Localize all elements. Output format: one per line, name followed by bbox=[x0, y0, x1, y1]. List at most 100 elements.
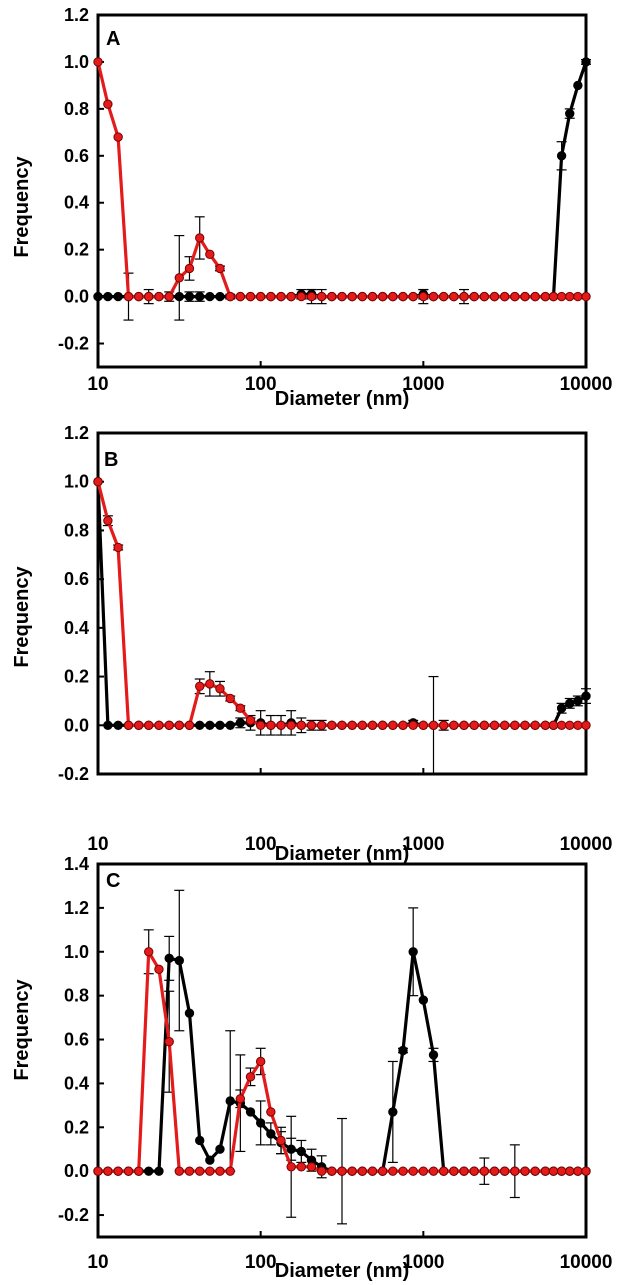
data-point-red bbox=[540, 720, 551, 730]
data-point-red bbox=[134, 1166, 144, 1176]
data-point-red bbox=[174, 1166, 184, 1176]
data-point-red bbox=[123, 1166, 134, 1176]
panel-b-xlabel: Diameter (nm) bbox=[275, 843, 409, 865]
data-point-red bbox=[316, 720, 327, 730]
data-point-black bbox=[184, 291, 195, 302]
data-point-red bbox=[520, 720, 530, 730]
panel-a-xticks: 10 100 1000 10000 bbox=[87, 361, 612, 395]
ytick-label: 0.4 bbox=[64, 1073, 89, 1093]
xtick-label: 10 bbox=[87, 374, 108, 395]
data-point-red bbox=[245, 1072, 256, 1082]
xtick-label: 10000 bbox=[560, 1252, 613, 1273]
data-point-red bbox=[276, 720, 286, 730]
data-point-red bbox=[540, 291, 551, 302]
data-point-red bbox=[479, 720, 490, 730]
data-point-black bbox=[205, 291, 215, 302]
data-point-red bbox=[235, 291, 246, 302]
data-point-red bbox=[520, 291, 530, 302]
ytick-label: 0.6 bbox=[64, 1030, 89, 1050]
data-point-red bbox=[388, 291, 398, 302]
data-point-red bbox=[449, 720, 459, 730]
data-point-red bbox=[215, 684, 225, 694]
panel-b-frame bbox=[96, 431, 588, 776]
data-point-red bbox=[556, 291, 567, 302]
data-point-black bbox=[556, 703, 567, 713]
data-point-black bbox=[154, 1166, 164, 1176]
data-point-black bbox=[565, 698, 575, 709]
data-point-red bbox=[306, 720, 317, 730]
data-point-red bbox=[573, 1166, 583, 1176]
data-point-black bbox=[255, 1118, 266, 1128]
panel-a-plot bbox=[93, 57, 591, 321]
data-point-red bbox=[337, 291, 347, 302]
data-point-red bbox=[428, 291, 439, 302]
data-point-black bbox=[565, 108, 575, 119]
data-point-black bbox=[398, 1045, 408, 1056]
data-point-red bbox=[316, 1166, 327, 1176]
data-point-red bbox=[530, 291, 540, 302]
panel-a-ylabel: Frequency bbox=[11, 156, 33, 258]
data-point-red bbox=[276, 291, 286, 302]
data-point-red bbox=[489, 291, 500, 302]
data-point-black bbox=[225, 1096, 235, 1106]
xtick-label: 10 bbox=[87, 834, 108, 855]
data-point-red bbox=[276, 1135, 286, 1146]
data-point-red bbox=[93, 1166, 103, 1176]
ytick-label: -0.2 bbox=[58, 764, 89, 784]
panel-b-ylabel: Frequency bbox=[11, 566, 33, 668]
data-point-red bbox=[174, 720, 184, 730]
ytick-label: 0.6 bbox=[64, 569, 89, 589]
data-point-red bbox=[548, 720, 559, 730]
panel-b-xticks: 10 100 1000 10000 bbox=[87, 768, 612, 855]
ytick-label: 1.0 bbox=[64, 942, 89, 962]
panel-c-yticks: -0.2 0.0 0.2 0.4 0.6 0.8 1.0 1.2 1.4 bbox=[58, 854, 104, 1225]
xtick-label: 10 bbox=[87, 1252, 108, 1273]
data-point-red bbox=[418, 291, 429, 302]
data-point-black bbox=[235, 718, 246, 728]
ytick-label: 0.0 bbox=[64, 1161, 89, 1181]
data-point-red bbox=[565, 720, 575, 730]
xtick-label: 10000 bbox=[560, 374, 613, 395]
data-point-red bbox=[556, 1166, 567, 1176]
data-point-red bbox=[296, 720, 307, 730]
data-point-black bbox=[205, 1155, 215, 1165]
xtick-label: 10000 bbox=[560, 834, 613, 855]
ytick-label: 1.0 bbox=[64, 472, 89, 492]
data-point-red bbox=[266, 291, 276, 302]
panel-b: B Frequency Diameter (nm) -0.2 0.0 0.2 0.4 0… bbox=[11, 423, 612, 865]
ytick-label: 0.8 bbox=[64, 986, 89, 1006]
data-point-red bbox=[438, 1166, 449, 1176]
panel-a: A Frequency Diameter (nm) -0.2 0.0 0.2 0.4 0… bbox=[11, 5, 612, 410]
data-point-red bbox=[459, 720, 469, 730]
data-point-red bbox=[499, 291, 510, 302]
data-point-red bbox=[164, 720, 174, 730]
panel-a-label: A bbox=[106, 28, 120, 50]
data-point-red bbox=[327, 1166, 337, 1176]
panel-a-yticks: -0.2 0.0 0.2 0.4 0.6 0.8 1.0 1.2 bbox=[58, 5, 104, 354]
data-point-red bbox=[581, 1166, 591, 1176]
data-point-red bbox=[144, 947, 154, 957]
data-point-red bbox=[398, 1166, 408, 1176]
panel-b-label: B bbox=[104, 449, 118, 471]
data-point-red bbox=[469, 291, 479, 302]
data-point-red bbox=[235, 703, 246, 713]
data-point-red bbox=[530, 720, 540, 730]
data-point-red bbox=[548, 1166, 559, 1176]
series-red bbox=[93, 477, 591, 730]
ytick-label: 0.0 bbox=[64, 287, 89, 307]
xtick-label: 100 bbox=[245, 834, 277, 855]
data-point-red bbox=[225, 291, 235, 302]
ytick-label: 0.8 bbox=[64, 520, 89, 540]
panel-c-label: C bbox=[106, 870, 120, 892]
data-point-red bbox=[573, 720, 583, 730]
data-point-red bbox=[459, 1166, 469, 1176]
data-point-red bbox=[347, 291, 357, 302]
data-point-red bbox=[296, 1162, 307, 1172]
data-point-red bbox=[565, 291, 575, 302]
data-point-red bbox=[205, 679, 215, 689]
data-point-red bbox=[215, 1166, 225, 1176]
xtick-label: 1000 bbox=[402, 1252, 444, 1273]
data-point-black bbox=[266, 1129, 276, 1139]
data-point-red bbox=[408, 1166, 418, 1176]
